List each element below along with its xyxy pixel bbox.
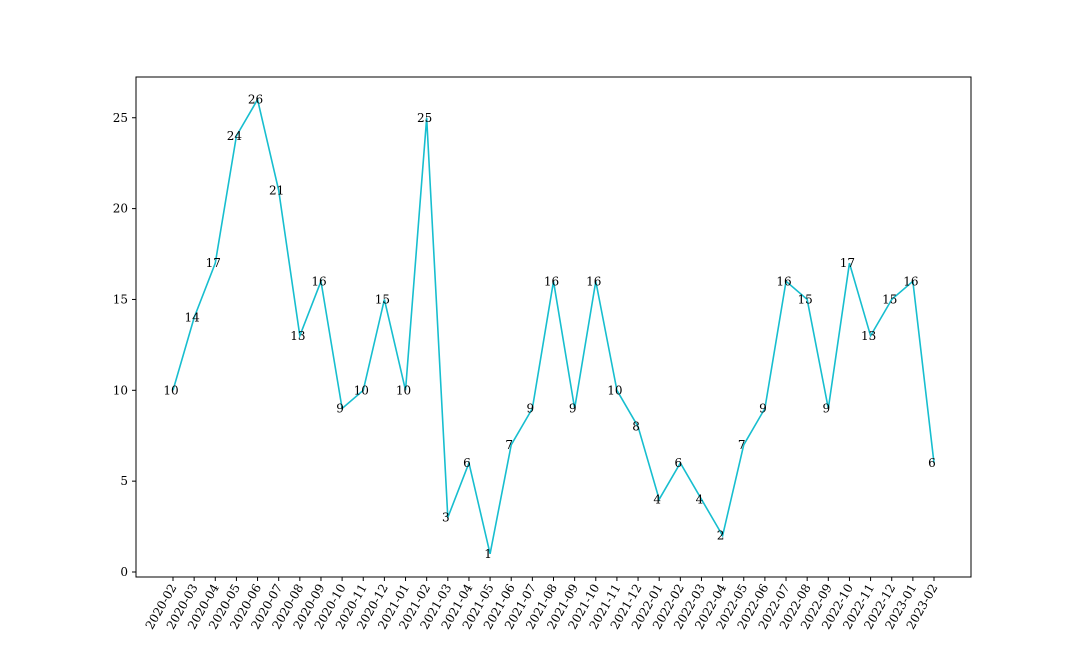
data-label: 10 <box>607 383 622 397</box>
data-label: 10 <box>163 383 178 397</box>
data-label: 4 <box>653 492 661 506</box>
series-line <box>172 97 935 555</box>
data-label: 15 <box>798 292 813 306</box>
y-tick-label: 25 <box>113 111 128 125</box>
y-tick-label: 20 <box>113 202 128 216</box>
data-label: 24 <box>227 129 243 143</box>
data-label: 13 <box>290 329 305 343</box>
y-tick-label: 5 <box>120 474 128 488</box>
data-label: 16 <box>903 274 918 288</box>
data-label: 9 <box>759 401 767 415</box>
data-label: 9 <box>527 401 535 415</box>
data-label: 16 <box>776 274 791 288</box>
data-label: 3 <box>442 510 450 524</box>
data-label: 2 <box>717 529 725 543</box>
data-label: 25 <box>417 111 432 125</box>
data-label: 21 <box>269 183 284 197</box>
y-axis: 0 5 10 15 20 25 <box>113 111 136 579</box>
data-label: 8 <box>632 420 640 434</box>
data-label: 13 <box>861 329 876 343</box>
data-label: 10 <box>354 383 369 397</box>
data-label: 6 <box>463 456 471 470</box>
data-label: 7 <box>738 438 746 452</box>
data-label: 17 <box>206 256 221 270</box>
data-label: 16 <box>311 274 326 288</box>
data-label: 10 <box>396 383 411 397</box>
data-label: 6 <box>675 456 683 470</box>
data-labels: 1014172426211316910151025361791691610846… <box>163 93 935 561</box>
data-label: 9 <box>336 401 344 415</box>
y-tick-label: 10 <box>113 383 128 397</box>
data-label: 9 <box>822 401 830 415</box>
data-label: 9 <box>569 401 577 415</box>
x-axis: 2020-022020-032020-042020-052020-062020-… <box>143 577 941 632</box>
y-tick-label: 15 <box>113 292 128 306</box>
data-label: 16 <box>586 274 601 288</box>
y-tick-label: 0 <box>120 565 128 579</box>
data-label: 7 <box>505 438 513 452</box>
plot-area-frame <box>135 76 972 578</box>
data-label: 17 <box>840 256 855 270</box>
data-label: 26 <box>248 93 263 107</box>
data-label: 6 <box>928 456 936 470</box>
data-label: 15 <box>375 292 390 306</box>
data-label: 15 <box>882 292 897 306</box>
data-label: 14 <box>184 311 200 325</box>
data-label: 4 <box>696 492 704 506</box>
data-label: 1 <box>484 547 492 561</box>
data-label: 16 <box>544 274 559 288</box>
